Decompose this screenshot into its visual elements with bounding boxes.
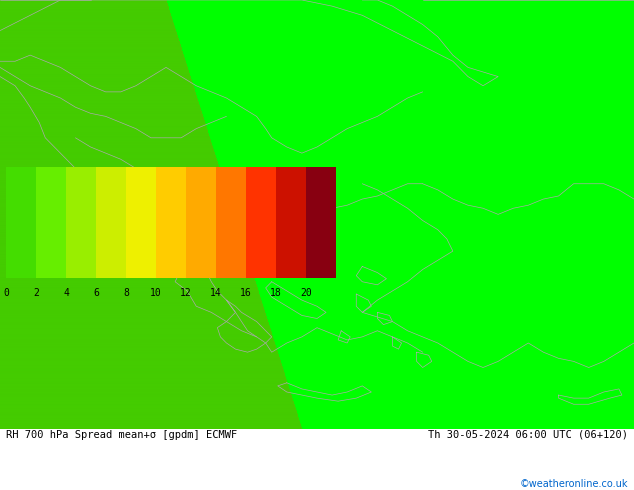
Text: 0: 0	[3, 288, 10, 297]
Text: 16: 16	[240, 288, 252, 297]
Bar	[36, 167, 67, 278]
Bar	[246, 167, 276, 278]
Bar	[156, 167, 186, 278]
Text: 6: 6	[93, 288, 99, 297]
Text: 18: 18	[270, 288, 282, 297]
Text: 4: 4	[63, 288, 69, 297]
Text: Th 30-05-2024 06:00 UTC (06+120): Th 30-05-2024 06:00 UTC (06+120)	[428, 430, 628, 440]
Text: 20: 20	[300, 288, 312, 297]
Text: 14: 14	[210, 288, 222, 297]
Text: 10: 10	[150, 288, 162, 297]
Bar	[126, 167, 156, 278]
Text: RH 700 hPa Spread mean+σ [gpdm] ECMWF: RH 700 hPa Spread mean+σ [gpdm] ECMWF	[6, 430, 238, 440]
Text: 12: 12	[180, 288, 192, 297]
Bar	[96, 167, 126, 278]
Bar	[6, 167, 36, 278]
Bar	[276, 167, 306, 278]
Text: ©weatheronline.co.uk: ©weatheronline.co.uk	[519, 479, 628, 489]
Bar	[216, 167, 246, 278]
Bar	[306, 167, 336, 278]
Bar	[186, 167, 216, 278]
Bar	[67, 167, 96, 278]
Text: 2: 2	[34, 288, 39, 297]
Text: 8: 8	[123, 288, 129, 297]
